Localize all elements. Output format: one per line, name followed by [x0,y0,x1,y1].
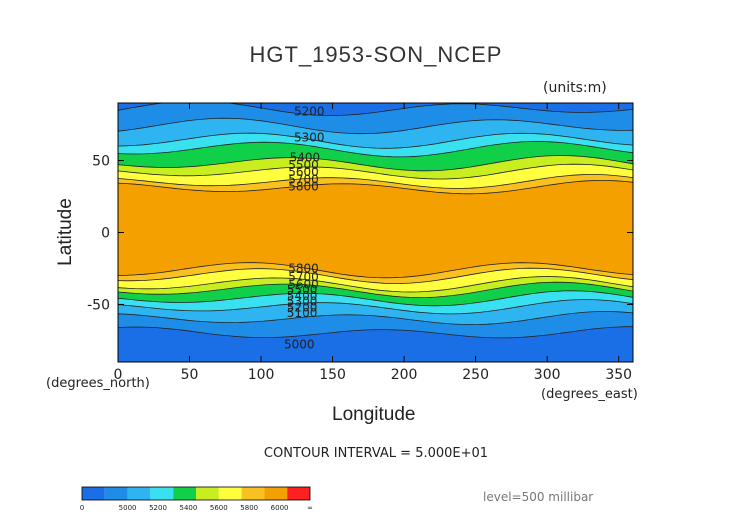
contour-line [118,117,633,135]
contour-line [118,299,633,315]
contour-label: 5600 [288,165,319,179]
contour-label: 5800 [288,179,319,193]
contour-band [118,164,633,189]
contour-label: 5800 [288,261,319,275]
y-tick-label: 0 [101,226,110,242]
x-tick-label: 150 [319,367,346,383]
level-note: level=500 millibar [483,490,594,504]
contour-line [118,155,633,172]
contour-line [118,267,633,284]
contour-band [118,103,633,134]
contour-line [118,311,633,326]
contour-band [118,133,633,157]
x-axis-label: Longitude [332,404,416,425]
colorbar-swatch [104,487,128,500]
contour-label: 5300 [294,131,325,145]
colorbar-swatch [287,487,310,500]
contour-label: 5200 [294,105,325,119]
contour-label: 5700 [288,270,319,284]
contour-line [118,290,633,307]
x-tick-label: 0 [114,367,123,383]
colorbar-swatch [196,487,219,500]
colorbar-swatch [218,487,242,500]
contour-interval-note: CONTOUR INTERVAL = 5.000E+01 [263,446,489,461]
contour-band [118,141,633,171]
contour-band [118,299,633,325]
contour-label: 5100 [287,306,318,320]
colorbar-label: 5000 [119,504,137,512]
y-tick-label: 50 [92,154,110,170]
contour-line [118,141,633,158]
contour-label: 5400 [287,289,318,303]
units-label: (units:m) [543,80,607,96]
x-tick-label: 350 [605,367,632,383]
contour-line [118,163,633,180]
contour-band [118,311,633,338]
contour-band [118,326,633,362]
chart-title: HGT_1953-SON_NCEP [249,42,503,67]
contour-label: 5000 [284,338,315,352]
contour-band [118,262,633,284]
contour-line [118,174,633,189]
colorbar-swatch [264,487,288,500]
contour-band [118,268,633,292]
contour-band [118,276,633,298]
colorbar-swatch [127,487,151,500]
contour-line [118,103,633,117]
contour-band [118,180,633,278]
contour-label: 5500 [288,158,319,172]
x-tick-label: 250 [462,367,489,383]
colorbar-swatch [241,487,265,500]
colorbar-label: ∞ [307,504,313,512]
contour-band [118,282,633,306]
colorbar-label: 5600 [210,504,228,512]
contour-label: 5700 [288,172,319,186]
contour-line [118,180,633,195]
colorbar-label: 0 [80,504,84,512]
field-layer [118,103,633,362]
contour-label: 5400 [290,151,321,165]
x-tick-label: 100 [248,367,275,383]
colorbar-swatch [82,487,105,500]
colorbar-swatch [173,487,196,500]
x-tick-label: 50 [181,367,199,383]
y-tick-label: -50 [87,297,110,313]
contour-line [118,132,633,149]
colorbar-label: 5200 [149,504,167,512]
x-tick-label: 300 [534,367,561,383]
y-units-label: (degrees_north) [46,376,150,391]
colorbar-label: 5800 [240,504,258,512]
contour-label: 5600 [288,277,319,291]
colorbar-label: 6000 [271,504,289,512]
x-units-label: (degrees_east) [541,387,638,402]
contour-line [118,262,633,279]
contour-label: 5500 [287,283,318,297]
contour-line [118,276,633,293]
contour-line [118,281,633,299]
colorbar-frame [81,486,311,501]
contour-label: 5200 [287,300,318,314]
contour-label: 5300 [287,295,318,309]
contour-line [118,326,633,339]
x-tick-label: 200 [391,367,418,383]
colorbar-label: 5400 [179,504,197,512]
contour-band [118,118,633,149]
colorbar-swatch [150,487,174,500]
contour-band [118,174,633,194]
